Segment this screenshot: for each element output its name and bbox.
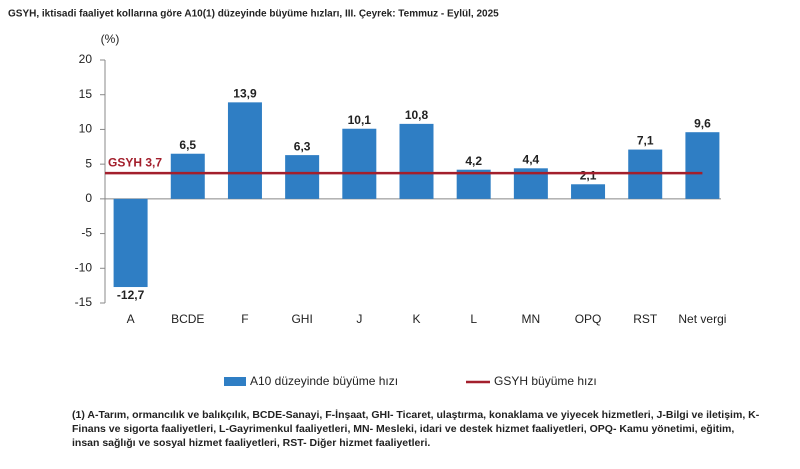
chart-title: GSYH, iktisadi faaliyet kollarına göre A… [8,9,499,20]
value-label: 10,1 [348,113,372,127]
bar [571,184,605,199]
y-tick-label: 0 [85,191,92,205]
footnote: (1) A-Tarım, ormancılık ve balıkçılık, B… [72,408,762,450]
bar [171,154,205,199]
bar [285,155,319,199]
value-label: -12,7 [117,288,145,302]
legend-label: A10 düzeyinde büyüme hızı [250,374,398,388]
y-tick-label: -15 [75,295,93,309]
x-tick-label: A [127,312,135,326]
value-label: 4,2 [465,154,482,168]
value-label: 2,1 [580,168,597,182]
value-label: 4,4 [523,152,540,166]
x-tick-label: J [356,312,362,326]
legend-label: GSYH büyüme hızı [494,374,597,388]
reference-label: GSYH 3,7 [108,155,162,169]
legend-swatch [224,377,246,386]
x-tick-label: F [241,312,248,326]
value-label: 6,5 [179,138,196,152]
y-tick-label: 5 [85,156,92,170]
value-label: 6,3 [294,139,311,153]
bar [342,129,376,199]
bar [114,199,148,287]
x-tick-label: Net vergi [678,312,726,326]
value-label: 7,1 [637,134,654,148]
x-tick-label: K [412,312,420,326]
bar [685,132,719,199]
x-tick-label: MN [522,312,541,326]
x-tick-label: GHI [291,312,312,326]
bar [400,124,434,199]
x-tick-label: OPQ [575,312,602,326]
x-tick-label: RST [633,312,658,326]
y-unit: (%) [101,32,120,46]
x-tick-label: BCDE [171,312,204,326]
value-label: 13,9 [233,87,257,101]
y-tick-label: 15 [79,87,93,101]
y-tick-label: -10 [75,260,93,274]
bar [228,102,262,199]
value-label: 9,6 [694,116,711,130]
y-tick-label: 20 [79,52,93,66]
value-label: 10,8 [405,108,429,122]
y-tick-label: 10 [79,122,93,136]
x-tick-label: L [470,312,477,326]
y-tick-label: -5 [81,226,92,240]
